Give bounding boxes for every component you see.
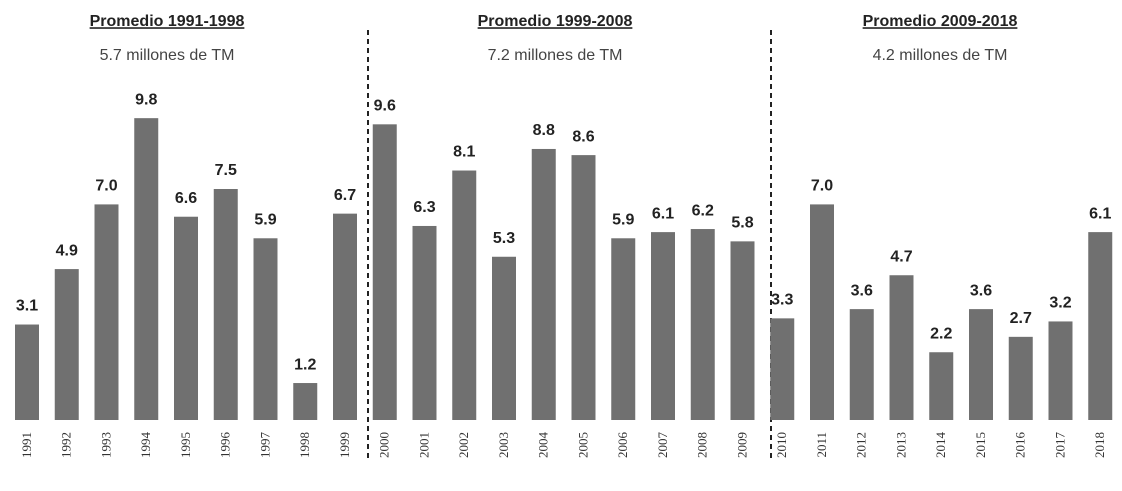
value-label: 5.9	[254, 211, 276, 228]
value-label: 7.5	[215, 162, 237, 179]
value-label: 2.7	[1010, 310, 1032, 327]
value-label: 9.8	[135, 91, 157, 108]
bar	[571, 155, 596, 420]
value-label: 3.6	[851, 282, 873, 299]
bar	[810, 204, 834, 420]
bar	[372, 124, 397, 420]
value-label: 6.3	[413, 199, 435, 216]
group-subtitle: 7.2 millones de TM	[488, 47, 623, 64]
x-tick-label: 2018	[1092, 432, 1107, 458]
bar	[412, 225, 437, 420]
bar	[651, 232, 675, 420]
bar	[492, 256, 516, 420]
bar	[333, 213, 357, 420]
value-label: 5.3	[493, 230, 515, 247]
bar	[94, 204, 119, 420]
x-tick-label: 1991	[19, 432, 34, 458]
value-label: 3.2	[1049, 295, 1071, 312]
x-tick-label: 1993	[98, 432, 113, 458]
value-label: 4.9	[56, 242, 78, 259]
bar	[849, 309, 874, 420]
value-label: 6.1	[652, 205, 674, 222]
x-tick-label: 2014	[933, 432, 948, 459]
value-label: 6.1	[1089, 205, 1111, 222]
value-label: 3.3	[771, 292, 793, 309]
x-tick-label: 2008	[695, 432, 710, 458]
group-title: Promedio 2009-2018	[863, 13, 1018, 30]
bar	[730, 241, 755, 420]
x-tick-label: 2004	[536, 432, 551, 459]
value-label: 6.6	[175, 190, 197, 207]
value-label: 5.8	[731, 215, 753, 232]
bar	[1008, 336, 1033, 420]
x-tick-label: 2012	[854, 432, 869, 458]
bar	[1088, 232, 1113, 420]
value-label: 5.9	[612, 211, 634, 228]
x-tick-label: 1998	[297, 432, 312, 458]
group-subtitle: 5.7 millones de TM	[100, 47, 235, 64]
x-tick-label: 2010	[774, 432, 789, 458]
value-label: 2.2	[930, 325, 952, 342]
bar	[54, 269, 79, 420]
bar	[253, 238, 278, 420]
bar	[770, 318, 795, 420]
value-label: 8.6	[572, 128, 594, 145]
x-tick-label: 2000	[377, 432, 392, 458]
value-label: 3.1	[16, 298, 38, 315]
x-tick-label: 1996	[218, 432, 233, 459]
x-tick-label: 2001	[416, 432, 431, 458]
x-tick-label: 2005	[575, 432, 590, 458]
x-tick-label: 2006	[615, 432, 630, 459]
bar	[15, 324, 39, 420]
value-label: 3.6	[970, 282, 992, 299]
value-label: 1.2	[294, 356, 316, 373]
bar	[174, 216, 198, 420]
value-label: 7.0	[95, 178, 117, 195]
value-label: 7.0	[811, 178, 833, 195]
bar	[929, 352, 954, 420]
bar	[611, 238, 636, 420]
x-tick-label: 2015	[973, 432, 988, 458]
value-label: 6.7	[334, 187, 356, 204]
x-tick-label: 2003	[496, 432, 511, 458]
x-tick-label: 2007	[655, 432, 670, 459]
x-tick-label: 1999	[337, 432, 352, 458]
group-subtitle: 4.2 millones de TM	[873, 47, 1008, 64]
group-title: Promedio 1999-2008	[478, 13, 633, 30]
bar	[1048, 321, 1073, 420]
value-label: 8.8	[533, 122, 555, 139]
bar	[134, 118, 159, 420]
x-tick-label: 1994	[138, 432, 153, 459]
value-label: 9.6	[374, 98, 396, 115]
x-tick-label: 1995	[178, 432, 193, 458]
bar	[531, 148, 556, 420]
x-tick-label: 2017	[1052, 432, 1067, 459]
bar	[969, 309, 993, 420]
value-label: 6.2	[692, 202, 714, 219]
value-label: 8.1	[453, 144, 475, 161]
bar	[889, 275, 914, 420]
x-tick-label: 1997	[257, 432, 272, 459]
x-tick-label: 2016	[1013, 432, 1028, 459]
group-title: Promedio 1991-1998	[90, 13, 245, 30]
x-tick-label: 1992	[59, 432, 74, 458]
value-label: 4.7	[890, 248, 912, 265]
x-tick-label: 2013	[893, 432, 908, 458]
x-tick-label: 2002	[456, 432, 471, 458]
bar	[213, 189, 238, 420]
bar	[293, 383, 318, 420]
bar	[690, 229, 715, 420]
x-tick-label: 2011	[814, 432, 829, 458]
x-tick-label: 2009	[734, 432, 749, 458]
bar	[452, 170, 477, 420]
